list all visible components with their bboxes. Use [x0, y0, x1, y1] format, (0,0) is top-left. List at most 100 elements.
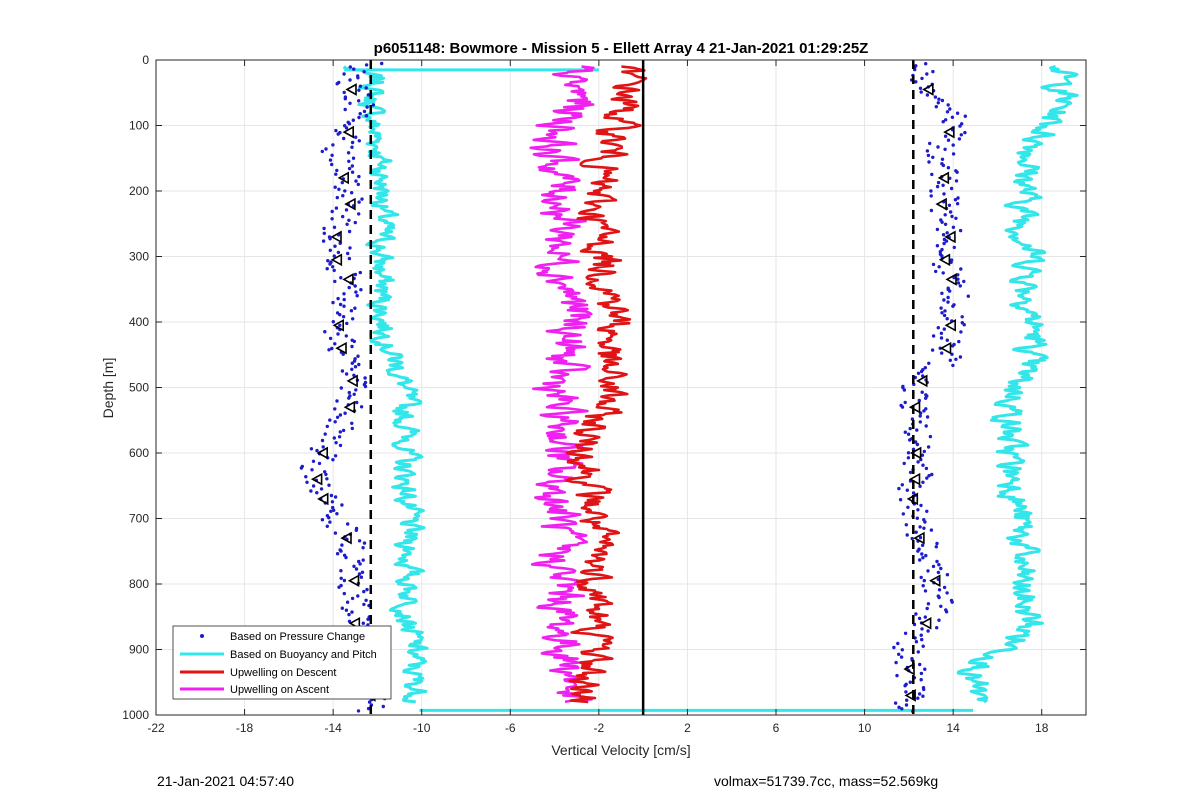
triangle-marker	[316, 446, 329, 460]
pressure-point	[940, 351, 944, 355]
pressure-point	[937, 97, 941, 101]
pressure-point	[914, 530, 918, 534]
pressure-point	[350, 170, 355, 174]
pressure-point	[340, 543, 344, 547]
pressure-point	[913, 440, 918, 444]
pressure-point	[330, 162, 334, 167]
pressure-point	[936, 326, 940, 330]
pressure-point	[922, 578, 926, 583]
pressure-point	[910, 536, 914, 541]
pressure-point	[920, 552, 924, 556]
pressure-point	[943, 134, 948, 138]
pressure-point	[938, 250, 942, 254]
pressure-point	[941, 233, 946, 237]
pressure-point	[334, 128, 338, 133]
pressure-point	[345, 222, 349, 226]
triangle-marker	[938, 253, 951, 267]
x-axis-label: Vertical Velocity [cm/s]	[551, 742, 690, 758]
pressure-point	[926, 445, 931, 449]
pressure-point	[935, 244, 940, 248]
triangle-marker	[335, 341, 347, 355]
pressure-point	[906, 456, 911, 460]
triangle-marker	[908, 472, 921, 486]
pressure-point	[309, 489, 313, 493]
triangle-marker	[906, 492, 919, 506]
y-tick-label: 500	[129, 381, 149, 395]
pressure-point	[939, 566, 943, 571]
x-tick-label: -6	[505, 721, 516, 735]
pressure-point	[328, 418, 332, 422]
pressure-point	[342, 297, 346, 302]
pressure-point	[352, 392, 356, 396]
triangle-marker	[347, 574, 360, 588]
pressure-point	[944, 118, 948, 122]
pressure-point	[356, 76, 360, 80]
pressure-point	[358, 270, 362, 275]
pressure-point	[926, 602, 931, 606]
triangle-marker	[913, 531, 925, 545]
pressure-point	[925, 72, 929, 76]
y-tick-label: 900	[129, 643, 149, 657]
pressure-point	[940, 98, 945, 103]
pressure-point	[358, 112, 362, 116]
pressure-point	[936, 180, 941, 185]
pressure-point	[337, 187, 341, 191]
pressure-point	[332, 436, 336, 440]
pressure-point	[960, 315, 964, 319]
pressure-point	[906, 432, 911, 436]
triangle-marker	[310, 472, 323, 486]
pressure-point	[331, 505, 335, 510]
pressure-point	[934, 269, 938, 274]
pressure-point	[335, 82, 339, 86]
pressure-point	[897, 486, 901, 491]
pressure-point	[364, 63, 369, 67]
pressure-point	[942, 241, 946, 246]
pressure-point	[935, 626, 939, 630]
pressure-point	[920, 76, 924, 81]
pressure-point	[951, 152, 956, 156]
pressure-point	[337, 435, 342, 439]
pressure-point	[924, 466, 929, 471]
y-tick-label: 700	[129, 512, 149, 526]
triangle-marker	[929, 574, 941, 588]
pressure-point	[330, 217, 334, 221]
pressure-point	[945, 338, 949, 342]
pressure-point	[333, 454, 338, 458]
pressure-point	[332, 268, 336, 273]
pressure-point	[919, 369, 924, 374]
pressure-point	[926, 569, 930, 573]
pressure-point	[956, 281, 961, 285]
pressure-point	[934, 545, 938, 549]
pressure-point	[927, 160, 931, 164]
triangle-marker	[945, 273, 957, 286]
pressure-point	[364, 598, 368, 602]
pressure-point	[898, 498, 903, 502]
pressure-point	[948, 210, 953, 214]
pressure-point	[357, 88, 361, 92]
pressure-point	[945, 110, 950, 114]
pressure-point	[328, 237, 332, 241]
pressure-point	[340, 180, 344, 185]
pressure-point	[935, 559, 939, 564]
pressure-point	[923, 589, 928, 593]
pressure-point	[944, 239, 949, 243]
pressure-point	[925, 149, 930, 153]
pressure-point	[334, 172, 338, 176]
pressure-point	[360, 570, 365, 574]
pressure-point	[347, 612, 351, 617]
pressure-point	[904, 523, 908, 527]
triangle-marker	[922, 83, 934, 96]
pressure-point	[894, 660, 898, 665]
pressure-point	[956, 273, 960, 277]
pressure-point	[899, 655, 904, 659]
pressure-point	[353, 220, 357, 225]
pressure-point	[310, 468, 314, 472]
pressure-point	[351, 317, 355, 321]
pressure-point	[943, 147, 947, 151]
pressure-point	[336, 250, 341, 255]
footer-volmax-mass: volmax=51739.7cc, mass=52.569kg	[714, 773, 939, 789]
pressure-point	[338, 413, 343, 417]
x-tick-label: 2	[684, 721, 691, 735]
pressure-point	[343, 97, 347, 101]
pressure-point	[916, 460, 920, 464]
